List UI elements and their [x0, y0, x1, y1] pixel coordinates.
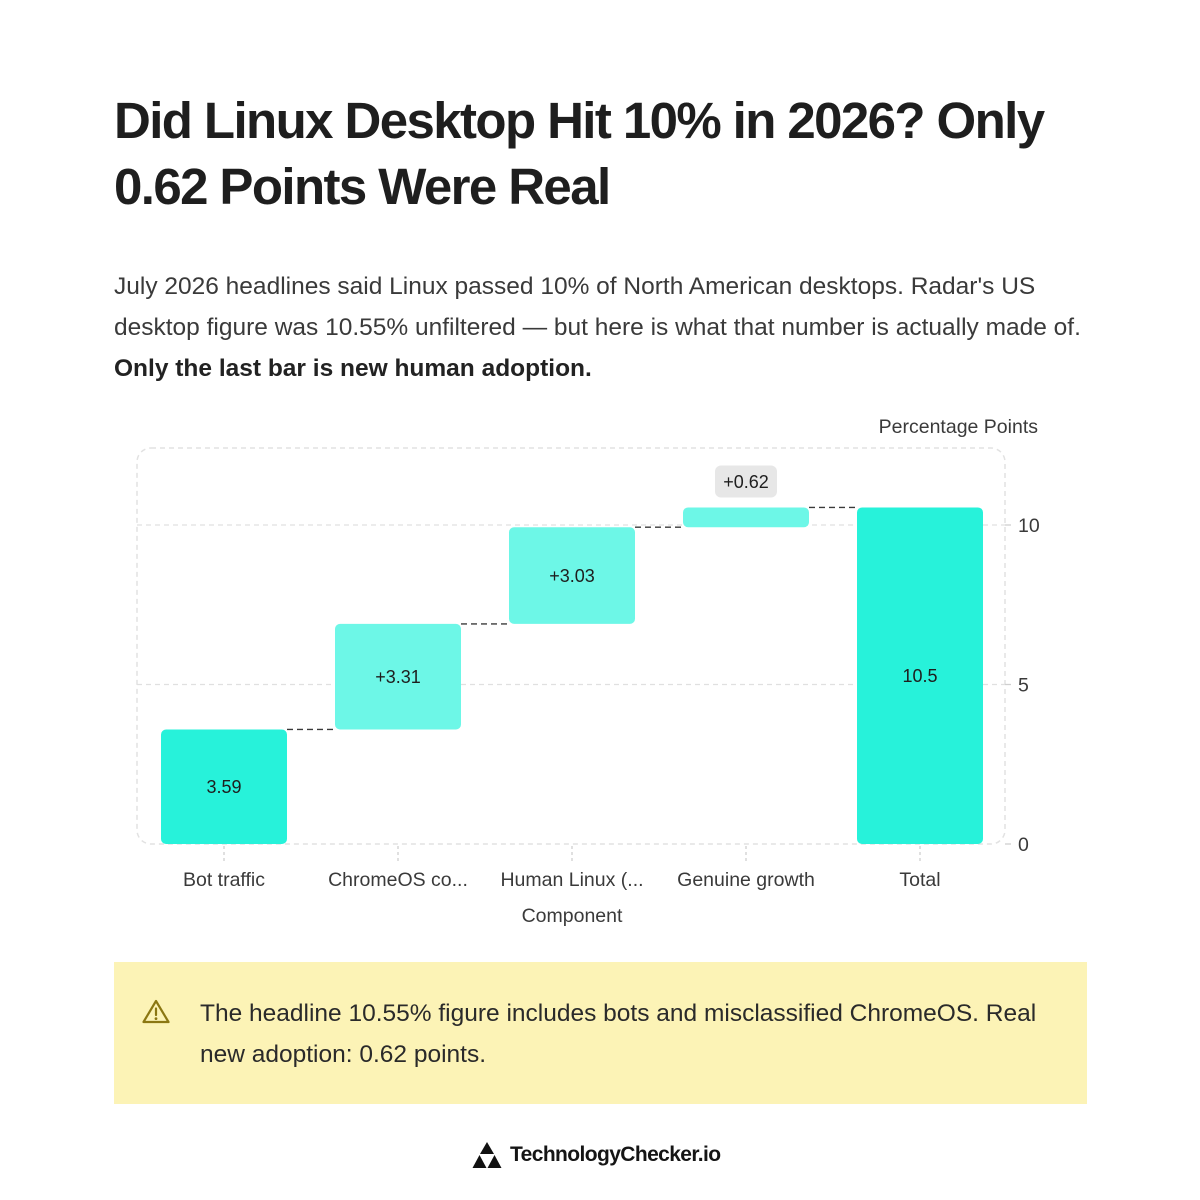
- bars: [161, 507, 983, 844]
- x-tick-label: Total: [899, 869, 940, 891]
- bar-data-label: +3.31: [375, 667, 421, 687]
- x-axis-title: Component: [522, 905, 623, 927]
- plot-area-border: [136, 447, 1006, 845]
- x-tick-label: ChromeOS co...: [328, 869, 468, 891]
- page-subtitle: July 2026 headlines said Linux passed 10…: [114, 266, 1089, 389]
- bar-data-label: 10.5: [902, 666, 937, 686]
- x-tick-label: Human Linux (...: [500, 869, 643, 891]
- bar-data-label: +0.62: [723, 472, 769, 492]
- bar-data-label-pill: [715, 465, 777, 498]
- y-tick-label: 0: [1018, 834, 1029, 856]
- subtitle-text: July 2026 headlines said Linux passed 10…: [114, 273, 1081, 341]
- waterfall-bar: [509, 527, 635, 624]
- bar-data-label: 3.59: [206, 777, 241, 797]
- data-labels: 3.59 +3.31 +3.03 +0.62 10.5: [206, 465, 938, 797]
- y-tick-label: 5: [1018, 675, 1029, 697]
- axes: 0 5 10 Bot traffic ChromeOS co... Human Linux…: [183, 515, 1040, 891]
- x-tick-label: Genuine growth: [677, 869, 815, 891]
- waterfall-bar: [161, 729, 287, 844]
- brand-name: TechnologyChecker.io: [510, 1143, 721, 1166]
- brand-footer: TechnologyChecker.io: [472, 1140, 721, 1170]
- connector-lines: [287, 506, 857, 731]
- waterfall-bar: [857, 507, 983, 844]
- page-title: Did Linux Desktop Hit 10% in 2026? Only …: [114, 92, 1045, 215]
- warning-icon: [142, 999, 170, 1024]
- alert-callout: The headline 10.55% figure includes bots…: [114, 962, 1087, 1104]
- x-tick-label: Bot traffic: [183, 869, 265, 891]
- waterfall-bar: [683, 507, 809, 528]
- waterfall-chart: 3.59 +3.31 +3.03 +0.62 10.5 0 5 10 Bot traffic C…: [136, 416, 1040, 927]
- waterfall-bar: [335, 623, 461, 730]
- triangle-logo-icon: [472, 1142, 502, 1168]
- bar-data-label: +3.03: [549, 566, 595, 586]
- alert-text: The headline 10.55% figure includes bots…: [200, 1000, 1037, 1068]
- y-tick-label: 10: [1018, 515, 1040, 537]
- y-axis-title: Percentage Points: [879, 416, 1039, 438]
- subtitle-emphasis: Only the last bar is new human adoption.: [114, 355, 592, 382]
